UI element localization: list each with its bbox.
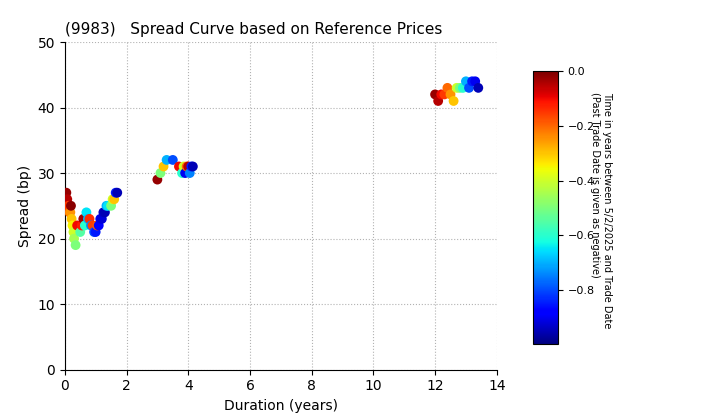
- Point: [105, 202, 117, 209]
- Point: [467, 78, 478, 85]
- Point: [65, 209, 76, 216]
- Point: [93, 222, 104, 229]
- Point: [102, 202, 114, 209]
- Point: [433, 97, 444, 104]
- Point: [87, 222, 99, 229]
- Point: [62, 202, 73, 209]
- Point: [63, 209, 75, 216]
- Point: [68, 228, 79, 235]
- Point: [71, 222, 83, 229]
- Point: [67, 222, 78, 229]
- Point: [96, 215, 107, 222]
- Point: [61, 196, 73, 202]
- Point: [155, 170, 166, 176]
- Point: [107, 196, 118, 202]
- Point: [463, 84, 474, 91]
- Text: Time in years between 5/2/2025 and Trade Date
(Past Trade Date is given as negat: Time in years between 5/2/2025 and Trade…: [590, 92, 612, 328]
- Point: [94, 215, 106, 222]
- Point: [79, 222, 91, 229]
- Point: [112, 189, 123, 196]
- Point: [82, 215, 94, 222]
- Point: [85, 222, 96, 229]
- Y-axis label: Spread (bp): Spread (bp): [18, 165, 32, 247]
- Point: [161, 157, 172, 163]
- Point: [451, 84, 462, 91]
- Point: [89, 228, 100, 235]
- Point: [174, 163, 185, 170]
- Point: [152, 176, 163, 183]
- Point: [184, 170, 196, 176]
- Point: [186, 163, 197, 170]
- Point: [436, 91, 447, 98]
- X-axis label: Duration (years): Duration (years): [224, 399, 338, 413]
- Point: [457, 84, 469, 91]
- Point: [181, 163, 192, 170]
- Point: [460, 78, 472, 85]
- Point: [70, 242, 81, 249]
- Point: [66, 215, 77, 222]
- Point: [167, 157, 179, 163]
- Point: [101, 202, 112, 209]
- Point: [84, 215, 95, 222]
- Point: [110, 189, 122, 196]
- Point: [63, 202, 74, 209]
- Point: [91, 222, 103, 229]
- Point: [472, 84, 484, 91]
- Point: [158, 163, 169, 170]
- Point: [78, 215, 89, 222]
- Point: [441, 84, 453, 91]
- Point: [109, 196, 120, 202]
- Point: [60, 189, 72, 196]
- Point: [187, 163, 199, 170]
- Point: [90, 228, 102, 235]
- Point: [66, 202, 77, 209]
- Point: [76, 222, 88, 229]
- Point: [454, 84, 466, 91]
- Text: (9983)   Spread Curve based on Reference Prices: (9983) Spread Curve based on Reference P…: [65, 22, 442, 37]
- Point: [74, 228, 86, 235]
- Point: [99, 209, 111, 216]
- Point: [182, 163, 194, 170]
- Point: [445, 91, 456, 98]
- Point: [448, 97, 459, 104]
- Point: [81, 209, 92, 216]
- Point: [469, 78, 481, 85]
- Point: [178, 163, 189, 170]
- Point: [438, 91, 450, 98]
- Point: [176, 170, 188, 176]
- Point: [98, 209, 109, 216]
- Point: [68, 235, 80, 242]
- Point: [429, 91, 441, 98]
- Point: [179, 170, 191, 176]
